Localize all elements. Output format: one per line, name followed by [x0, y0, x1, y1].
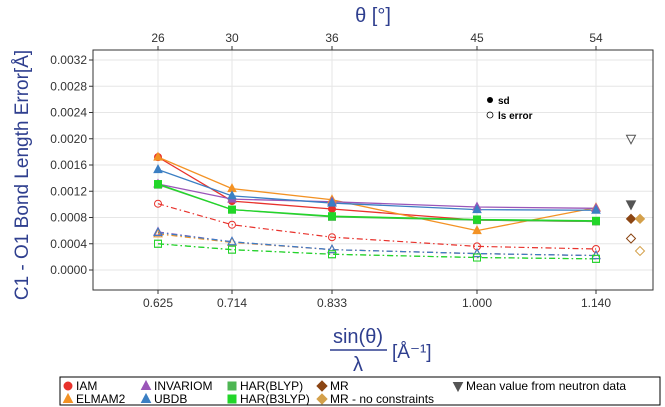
series-ls-point — [328, 233, 336, 242]
x-axis-title-numerator: sin(θ) — [333, 326, 383, 348]
legend-marker — [452, 382, 464, 393]
legend-label: MR — [330, 379, 349, 393]
legend-label: UBDB — [154, 392, 187, 406]
mr-nc-sd-point — [634, 213, 646, 225]
mr-ls-point — [625, 233, 637, 244]
legend-label: INVARIOM — [154, 379, 212, 393]
y-tick-label: 0.0024 — [50, 106, 87, 120]
y-tick-label: 0.0004 — [50, 237, 87, 251]
x-tick-label: 0.833 — [317, 296, 347, 310]
series-ls-point — [328, 250, 336, 259]
series-sd-point — [154, 180, 162, 189]
x-tick-label: 1.140 — [581, 296, 611, 310]
legend-marker — [316, 380, 328, 392]
series-ls-point — [473, 253, 481, 262]
x-tick-label: 1.000 — [462, 296, 492, 310]
top-tick-label: 45 — [470, 31, 484, 45]
inset-legend: sd ls error — [486, 96, 533, 122]
inset-legend-sd-label: sd — [498, 96, 510, 107]
series-ls-point — [228, 245, 236, 254]
series-ls-point — [153, 227, 163, 237]
series-ls-point — [227, 236, 237, 246]
y-tick-label: 0.0020 — [50, 132, 87, 146]
legend-marker — [140, 379, 152, 390]
series-ls-point — [591, 250, 601, 260]
x-axis-title: sin(θ) λ [Å⁻¹] — [330, 326, 432, 376]
plot-area — [92, 49, 654, 291]
axes: 0.0000 0.0004 0.0008 0.0012 0.0016 0.0020 0.00… — [50, 31, 611, 310]
series-ls-point — [592, 245, 600, 253]
legend-marker — [227, 394, 237, 404]
legend-marker — [140, 392, 152, 403]
series-ls-point — [153, 228, 163, 238]
inset-legend-sd-marker — [487, 97, 493, 103]
inset-legend-ls-marker — [486, 111, 494, 119]
x-tick-label: 0.714 — [217, 296, 247, 310]
y-tick-label: 0.0000 — [50, 263, 87, 277]
y-axis-title: C1 - O1 Bond Length Error[Å] — [12, 50, 33, 300]
inset-legend-ls-label: ls error — [498, 111, 533, 122]
y-tick-label: 0.0028 — [50, 79, 87, 93]
legend-label: HAR(BLYP) — [240, 379, 303, 393]
y-tick-label: 0.0012 — [50, 184, 87, 198]
series-sd-point — [472, 225, 482, 235]
series-sd-point — [228, 205, 236, 214]
series-sd-point — [153, 164, 163, 174]
x-axis-title-unit: [Å⁻¹] — [392, 342, 432, 363]
neutron-ls-point — [625, 134, 637, 145]
series-sd-point — [591, 204, 601, 214]
top-tick-label: 26 — [151, 31, 165, 45]
legend-label: HAR(B3LYP) — [240, 392, 310, 406]
neutron-sd-point — [625, 200, 637, 211]
mr-nc-ls-point — [634, 245, 646, 257]
series-sd-point — [227, 190, 237, 200]
y-tick-label: 0.0032 — [50, 53, 87, 67]
legend-label: Mean value from neutron data — [466, 379, 626, 393]
x-axis-title-denominator: λ — [353, 354, 363, 376]
series-sd-point — [327, 197, 337, 207]
series-ls-point — [472, 248, 482, 258]
top-tick-label: 36 — [325, 31, 339, 45]
series-sd-line — [157, 183, 597, 222]
y-tick-label: 0.0008 — [50, 211, 87, 225]
legend-box — [59, 376, 661, 406]
y-tick-label: 0.0016 — [50, 158, 87, 172]
top-axis-title: θ [°] — [355, 5, 391, 27]
mr-sd-point — [625, 213, 637, 225]
series-sd-line — [157, 156, 597, 223]
series-sd-point — [592, 216, 600, 225]
series-ls-line — [157, 231, 597, 257]
legend-marker — [62, 392, 74, 403]
series-sd-point — [472, 204, 482, 214]
series-ls-line — [157, 203, 597, 250]
legend-label: ELMAM2 — [76, 392, 126, 406]
series-sd-point — [473, 215, 481, 224]
series-ls-point — [154, 239, 162, 248]
legend-marker — [316, 393, 328, 405]
legend-label: MR - no constraints — [330, 392, 434, 406]
series-ls-point — [327, 244, 337, 254]
x-tick-label: 0.625 — [143, 296, 173, 310]
side-points — [625, 134, 646, 257]
legend-marker — [63, 381, 73, 391]
series-sd-point — [328, 212, 336, 221]
series-ls-line — [157, 233, 597, 257]
series-ls-point — [154, 199, 162, 208]
series-ls-point — [228, 220, 236, 229]
top-tick-label: 54 — [589, 31, 603, 45]
grid — [93, 50, 653, 290]
series-sd-line — [157, 168, 597, 211]
legend-marker — [227, 381, 237, 391]
series-sd-point — [153, 151, 163, 161]
top-tick-label: 30 — [225, 31, 239, 45]
series — [153, 151, 601, 263]
legend-label: IAM — [76, 379, 97, 393]
series-ls-point — [592, 254, 600, 263]
